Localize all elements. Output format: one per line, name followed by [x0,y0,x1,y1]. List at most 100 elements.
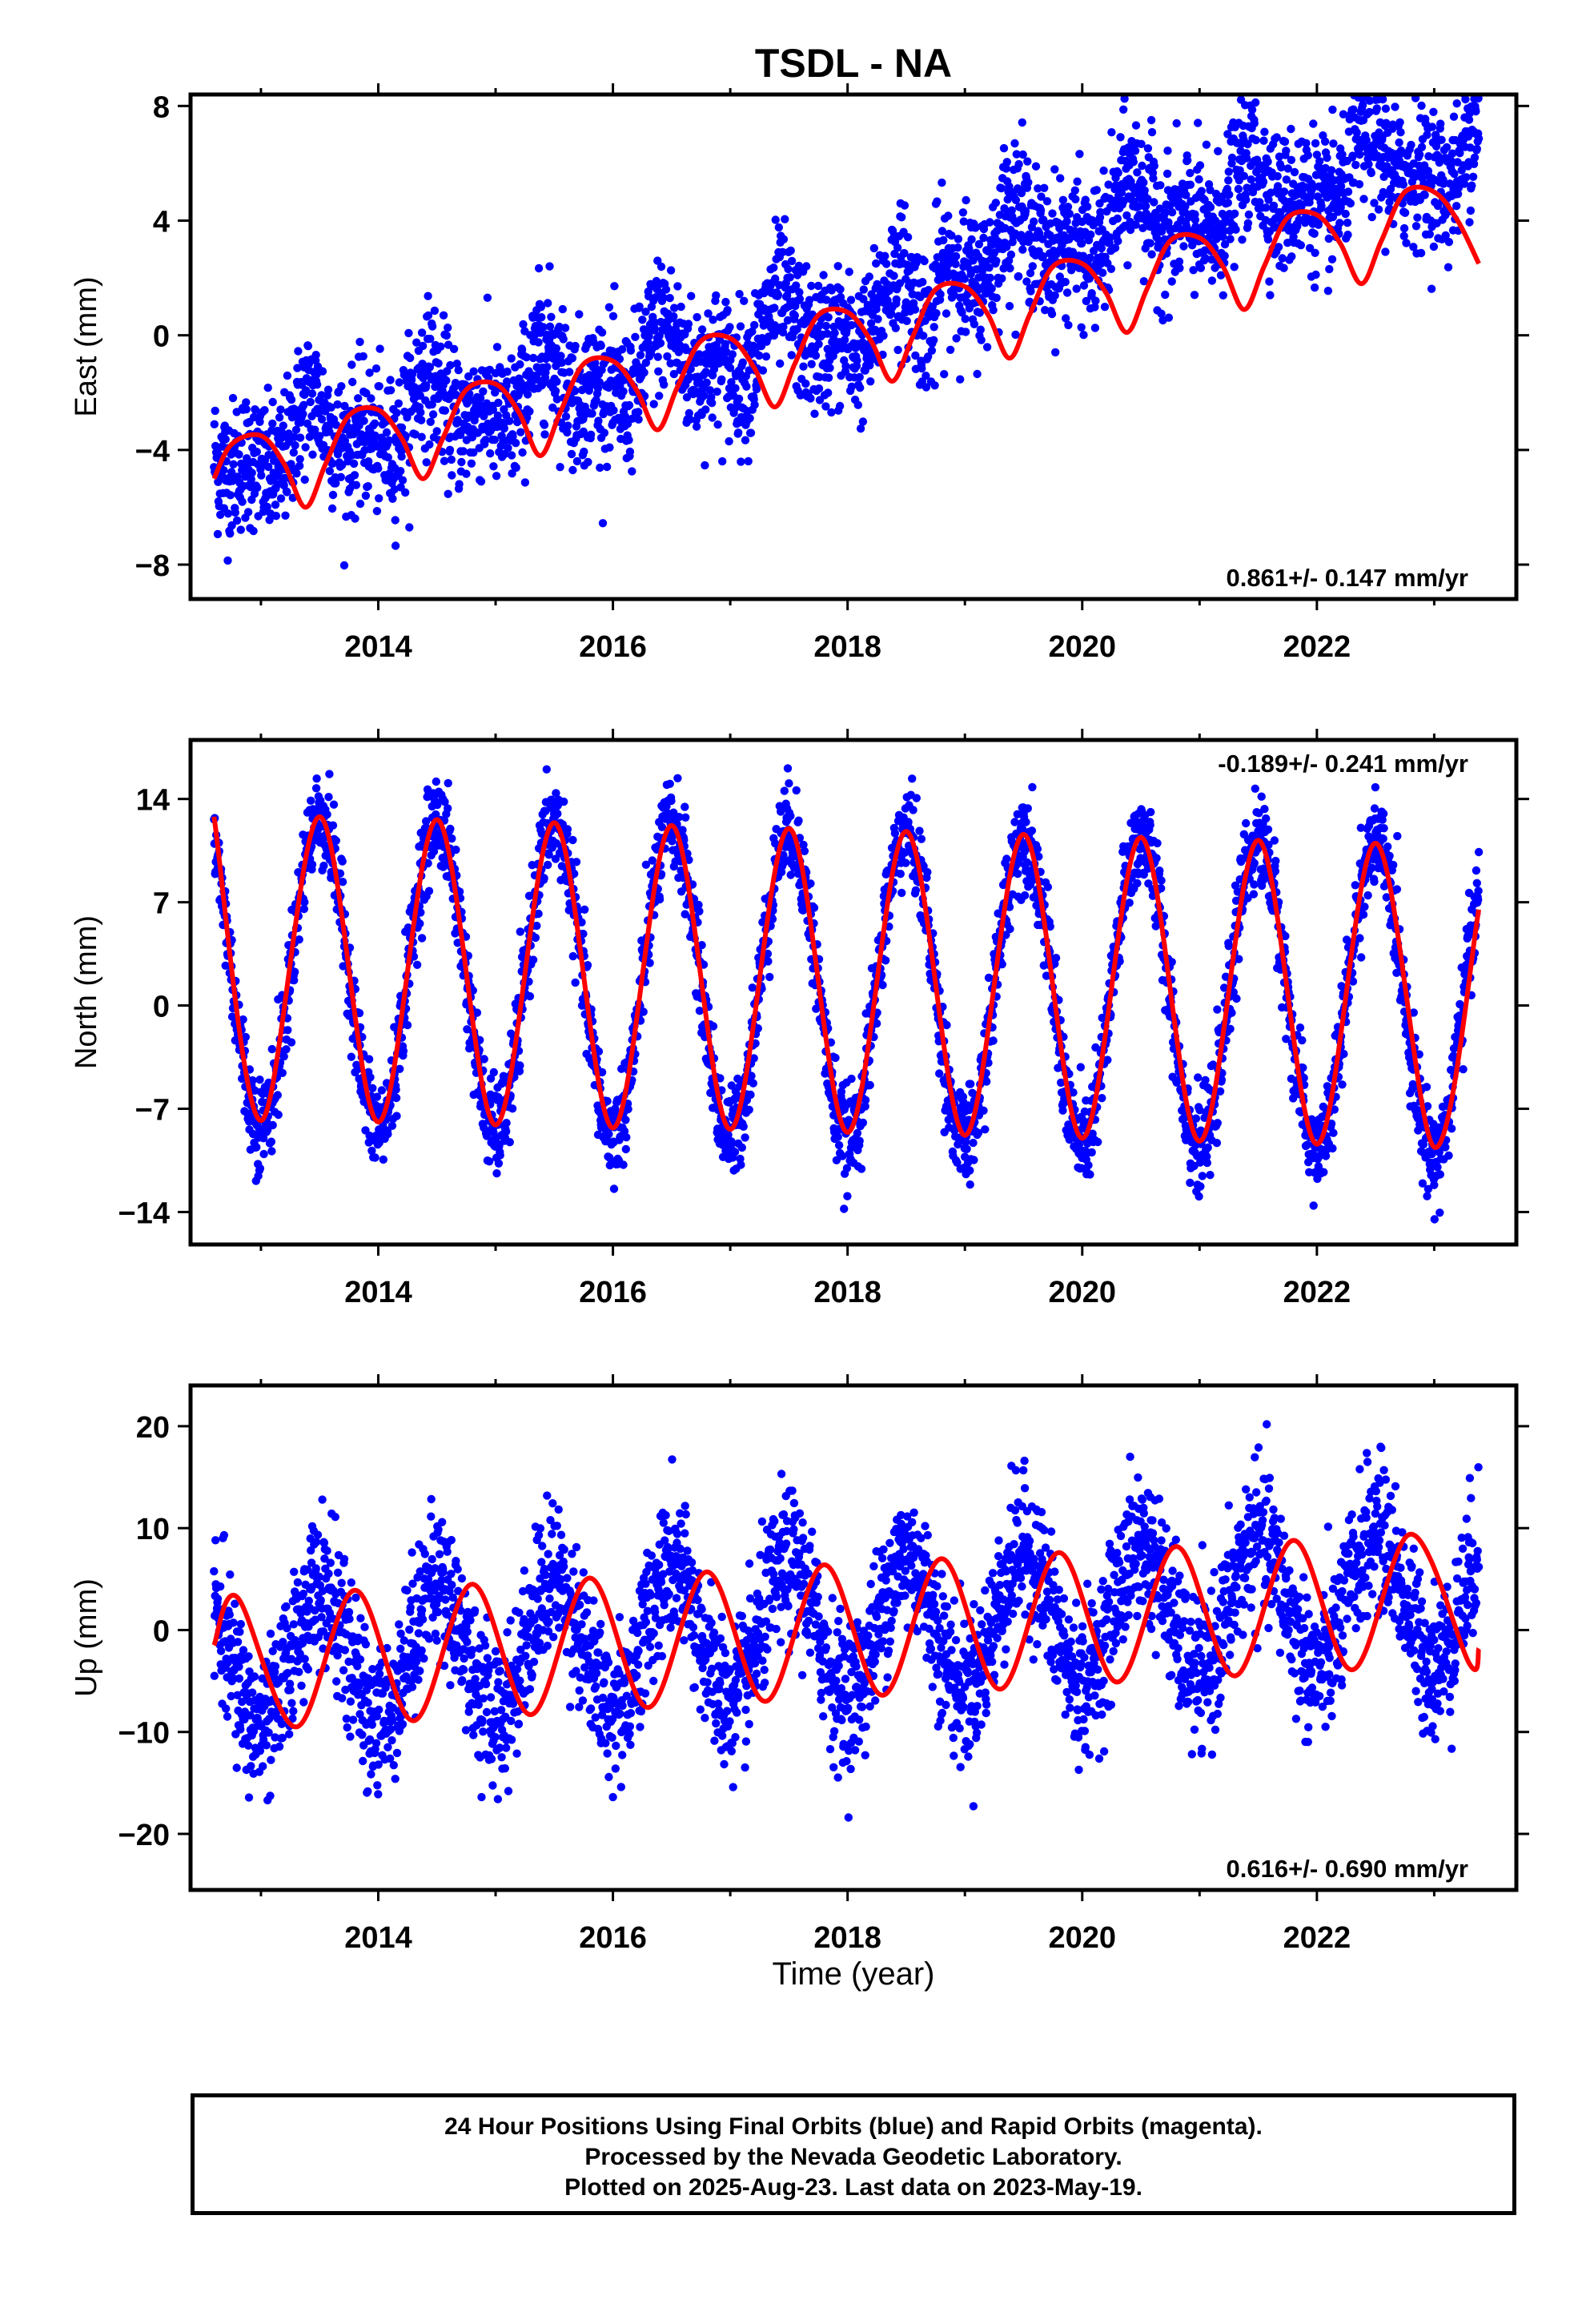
data-point [730,404,740,413]
data-point [295,455,304,464]
data-point [1161,208,1170,217]
data-point [784,264,793,274]
data-point [469,367,478,376]
data-point [1097,243,1106,253]
data-point [1167,277,1176,286]
data-point [942,309,951,318]
data-point [638,316,647,324]
data-point [958,208,968,217]
data-point [1147,127,1157,137]
data-point [1116,133,1125,142]
data-point [242,398,251,407]
data-point [247,475,255,484]
data-point [701,405,710,414]
data-point [536,303,546,312]
data-point [713,420,722,429]
data-point [1034,184,1042,193]
data-point [900,249,909,258]
data-point [1351,82,1359,90]
data-point [738,358,747,367]
data-point [493,411,503,420]
data-point [1436,119,1445,128]
data-point [307,860,317,869]
data-point [853,400,863,409]
data-point [552,344,561,353]
data-point [1099,166,1108,175]
data-point [388,494,397,503]
data-point [1327,255,1337,263]
data-point [507,354,516,363]
data-point [568,835,577,845]
data-point [235,450,243,459]
data-point [291,425,301,434]
data-point [512,463,520,472]
data-point [961,315,970,324]
data-point [900,201,909,210]
data-point [713,387,721,396]
data-point [734,428,743,437]
data-point [290,975,299,985]
data-point [1262,203,1271,212]
data-point [242,405,251,414]
data-point [520,478,530,487]
data-point [531,933,540,943]
data-point [787,256,797,266]
data-point [382,428,391,437]
data-point [1123,261,1132,270]
data-point [1138,161,1146,171]
data-point [1287,252,1296,261]
data-point [232,516,242,525]
data-point [1227,153,1237,163]
data-point [1129,158,1138,167]
data-point [665,294,674,303]
data-point [967,235,976,244]
data-point [594,416,603,425]
data-point [424,292,432,300]
data-point [340,401,349,411]
data-point [746,1090,755,1100]
data-point [436,342,445,351]
data-point [489,462,498,471]
data-point [1417,101,1426,111]
data-point [939,235,948,245]
data-point [750,400,759,409]
data-point [1396,128,1405,137]
data-point [1062,314,1070,323]
data-point [1202,140,1211,149]
data-point [776,359,785,368]
data-point [1429,107,1438,116]
data-point [940,370,949,379]
data-point [764,957,773,966]
data-point [464,372,473,381]
data-point [721,297,730,307]
data-point [231,508,239,517]
data-point [892,295,901,304]
data-point [361,491,371,501]
data-point [1444,238,1454,247]
data-point [1231,225,1240,234]
data-point [500,449,509,459]
data-point [1328,105,1337,115]
data-point [624,1104,632,1114]
data-point [1146,239,1154,247]
data-point [1181,202,1190,211]
data-point [609,1184,619,1193]
data-point [1325,264,1334,274]
data-point [592,396,600,404]
data-point [348,377,357,387]
data-point [1186,180,1195,189]
data-point [985,263,994,272]
data-point [1130,147,1140,155]
data-point [287,1038,296,1047]
data-point [1050,165,1059,174]
data-point [307,796,315,805]
data-point [1349,105,1358,114]
data-point [1079,281,1089,290]
data-point [282,1045,291,1054]
data-point [375,494,383,503]
data-point [1358,100,1367,110]
data-point [505,1138,514,1147]
data-point [1058,195,1068,204]
data-point [432,777,440,786]
